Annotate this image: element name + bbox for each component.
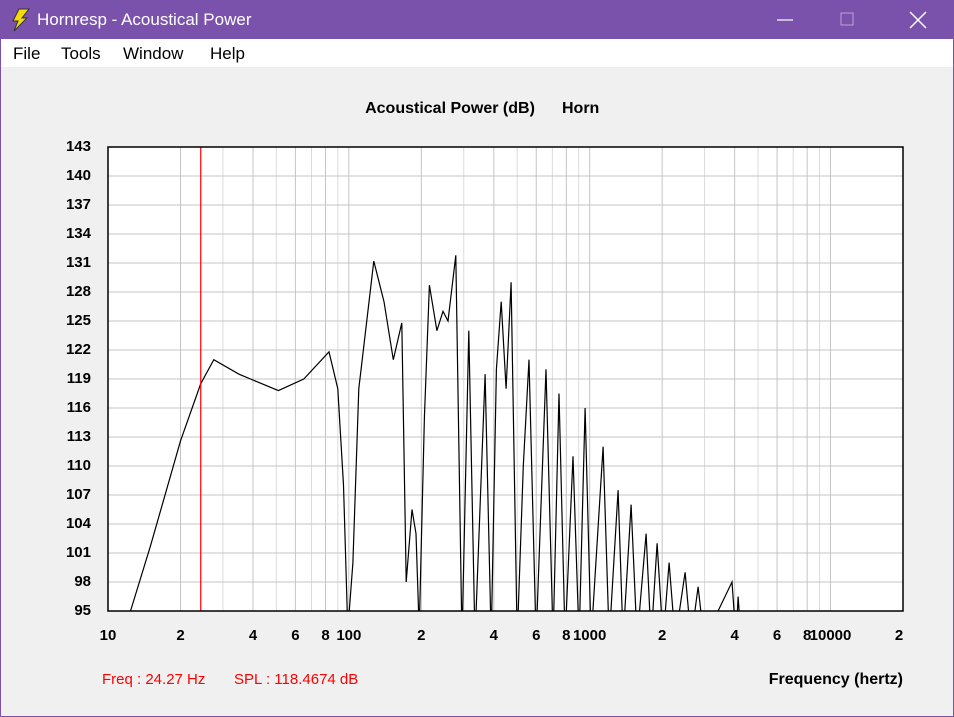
x-tick-label: 4 bbox=[249, 627, 258, 644]
x-axis-label: Frequency (hertz) bbox=[769, 671, 903, 688]
x-tick-label: 1000 bbox=[573, 627, 606, 644]
menu-bar: File Tools Window Help bbox=[1, 39, 953, 67]
y-tick-label: 95 bbox=[74, 602, 91, 619]
plot-border bbox=[107, 146, 904, 612]
y-tick-label: 134 bbox=[66, 225, 92, 242]
maximize-button[interactable] bbox=[840, 12, 854, 26]
y-tick-label: 125 bbox=[66, 312, 91, 329]
title-bar: Hornresp - Acoustical Power bbox=[1, 1, 953, 39]
x-tick-label: 2 bbox=[176, 627, 184, 644]
close-button[interactable] bbox=[909, 11, 927, 29]
menu-item[interactable]: Tools bbox=[61, 44, 101, 63]
y-tick-label: 131 bbox=[66, 254, 91, 271]
cursor-frequency: Freq : 24.27 Hz bbox=[102, 671, 205, 688]
y-tick-label: 137 bbox=[66, 196, 91, 213]
x-tick-label: 2 bbox=[658, 627, 666, 644]
y-tick-label: 143 bbox=[66, 138, 91, 155]
y-tick-label: 107 bbox=[66, 486, 91, 503]
y-tick-label: 140 bbox=[66, 167, 91, 184]
x-tick-label: 8 bbox=[803, 627, 811, 644]
menu-item[interactable]: Window bbox=[123, 44, 184, 63]
cursor-spl: SPL : 118.4674 dB bbox=[234, 671, 358, 688]
x-tick-label: 8 bbox=[321, 627, 329, 644]
window-controls bbox=[777, 11, 927, 29]
x-tick-label: 6 bbox=[291, 627, 299, 644]
y-tick-label: 122 bbox=[66, 341, 91, 358]
y-tick-label: 119 bbox=[67, 370, 91, 387]
x-tick-label: 6 bbox=[532, 627, 540, 644]
x-tick-label: 6 bbox=[773, 627, 781, 644]
menu-item[interactable]: Help bbox=[210, 44, 245, 63]
x-tick-label: 10000 bbox=[810, 627, 852, 644]
y-tick-label: 104 bbox=[66, 515, 92, 532]
y-tick-label: 110 bbox=[67, 457, 91, 474]
data-line bbox=[129, 255, 740, 611]
x-tick-label: 8 bbox=[562, 627, 570, 644]
y-tick-label: 98 bbox=[74, 573, 91, 590]
y-tick-label: 128 bbox=[66, 283, 91, 300]
y-tick-label: 116 bbox=[67, 399, 91, 416]
x-tick-label: 4 bbox=[490, 627, 499, 644]
chart: 9598101104107110113116119122125128131134… bbox=[66, 100, 904, 688]
x-tick-label: 10 bbox=[100, 627, 117, 644]
y-tick-label: 101 bbox=[66, 544, 91, 561]
x-tick-label: 100 bbox=[336, 627, 361, 644]
y-tick-label: 113 bbox=[67, 428, 91, 445]
x-tick-label: 4 bbox=[730, 627, 739, 644]
window-title: Hornresp - Acoustical Power bbox=[37, 10, 252, 29]
chart-subtitle: Horn bbox=[562, 100, 599, 117]
chart-title: Acoustical Power (dB) bbox=[365, 100, 535, 117]
app-icon bbox=[12, 8, 31, 32]
x-tick-label: 2 bbox=[895, 627, 903, 644]
menu-item[interactable]: File bbox=[13, 44, 41, 63]
x-tick-label: 2 bbox=[417, 627, 425, 644]
